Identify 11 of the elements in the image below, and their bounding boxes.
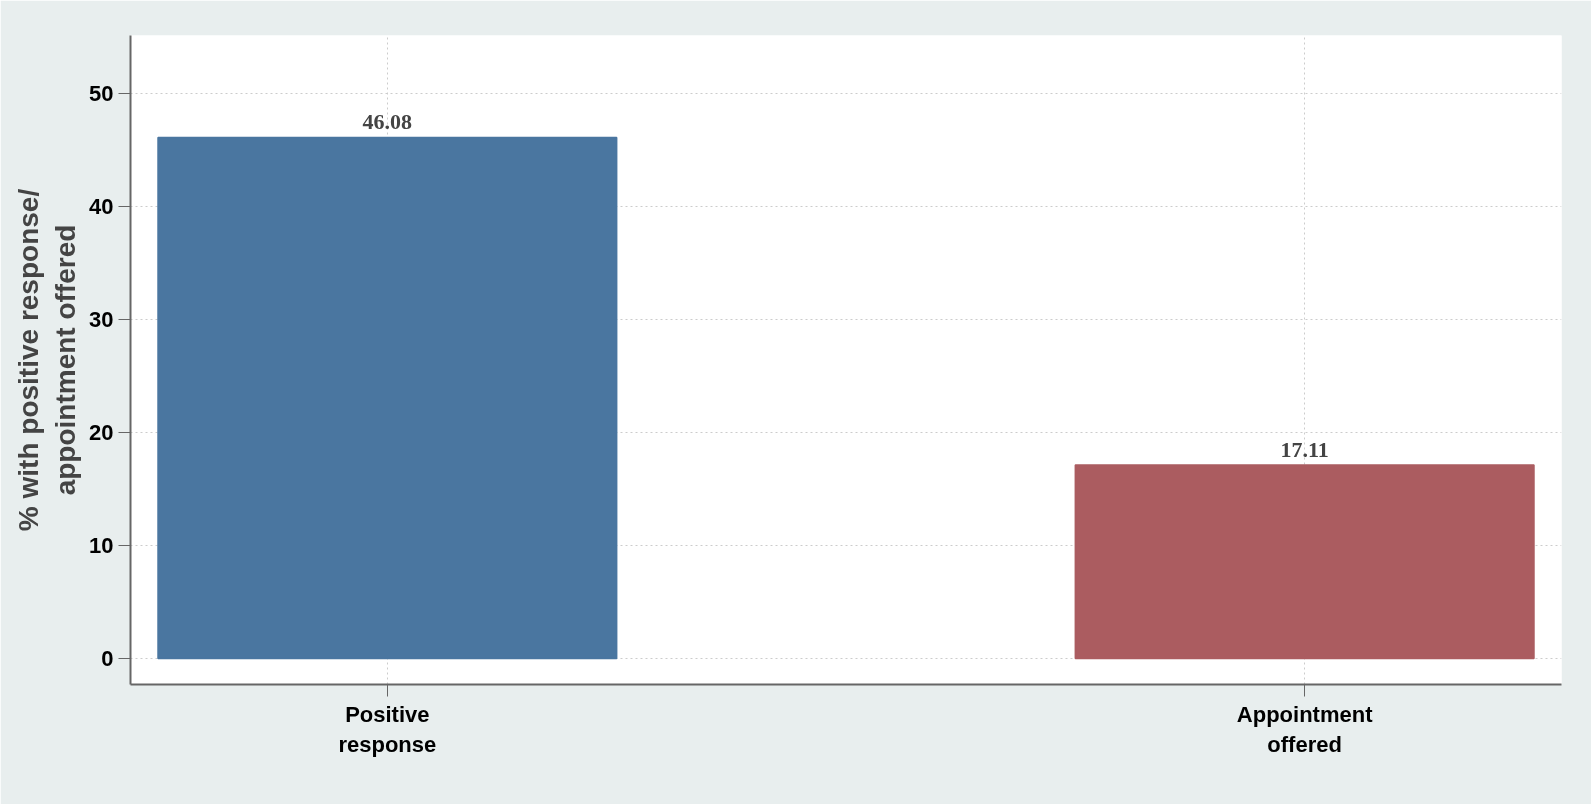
- data-label: 46.08: [362, 109, 413, 135]
- y-tick-label: 40: [89, 193, 114, 219]
- x-tick-label: Positive response: [338, 701, 437, 757]
- y-axis-title: % with positive response/ appointment offered: [12, 188, 82, 532]
- y-tick-label: 30: [89, 306, 114, 332]
- x-tick-label: Appointment offered: [1236, 701, 1374, 757]
- y-tick-label: 20: [89, 419, 114, 445]
- y-tick-label: 0: [101, 645, 114, 671]
- data-label: 17.11: [1280, 437, 1329, 463]
- y-tick-label: 10: [89, 532, 114, 558]
- y-tick-label: 50: [89, 80, 114, 106]
